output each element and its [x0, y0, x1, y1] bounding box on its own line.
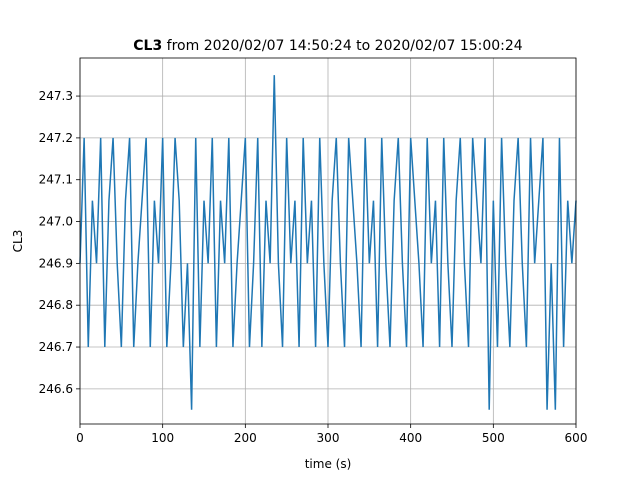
y-tick-label: 247.3: [39, 89, 73, 103]
y-axis-label: CL3: [11, 230, 25, 253]
y-tick-label: 247.1: [39, 173, 73, 187]
y-tick-label: 246.9: [39, 256, 73, 270]
y-tick-label: 247.0: [39, 215, 73, 229]
x-axis-label: time (s): [305, 457, 352, 471]
x-tick-label: 400: [399, 431, 422, 445]
y-tick-label: 247.2: [39, 131, 73, 145]
x-tick-label: 100: [151, 431, 174, 445]
title-range: from 2020/02/07 14:50:24 to 2020/02/07 1…: [167, 38, 523, 54]
y-tick-label: 246.6: [39, 382, 73, 396]
x-tick-label: 600: [565, 431, 588, 445]
title-series: CL3: [133, 38, 162, 54]
plot-frame: [79, 57, 577, 425]
x-tick-label: 200: [234, 431, 257, 445]
y-tick-label: 246.8: [39, 298, 73, 312]
data-line: [79, 75, 577, 410]
x-tick-label: 500: [482, 431, 505, 445]
chart-title: CL3 from 2020/02/07 14:50:24 to 2020/02/…: [133, 38, 523, 54]
x-tick-label: 0: [76, 431, 84, 445]
y-tick-label: 246.7: [39, 340, 73, 354]
x-tick-label: 300: [317, 431, 340, 445]
